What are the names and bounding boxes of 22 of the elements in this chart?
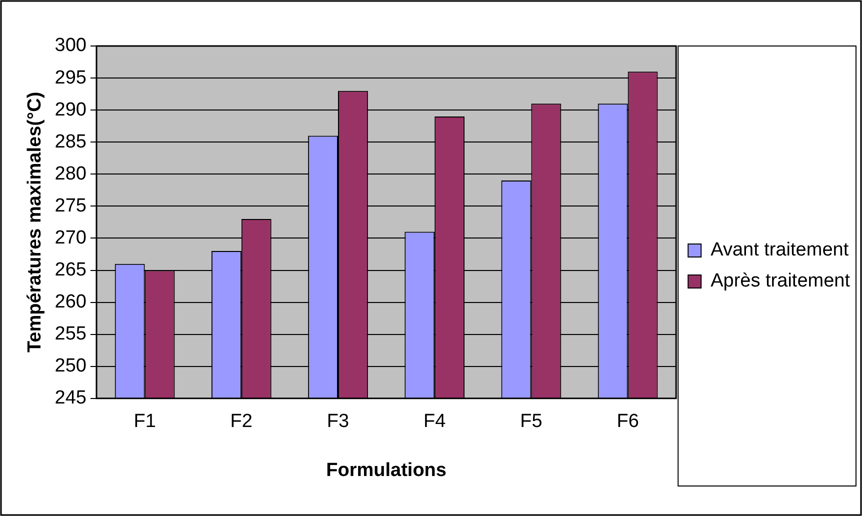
y-axis-title: Températures maximales(°C) <box>24 92 46 353</box>
y-tick-label: 290 <box>54 99 86 120</box>
x-tick-label: F1 <box>134 411 156 432</box>
x-tick-label: F6 <box>616 411 639 432</box>
x-axis-title: Formulations <box>326 460 446 481</box>
y-tick-label: 285 <box>54 131 86 152</box>
y-tick-label: 265 <box>54 259 86 280</box>
y-tick-label: 275 <box>54 195 86 216</box>
y-tick-label: 270 <box>54 227 86 248</box>
y-tick-label: 245 <box>54 388 86 409</box>
y-tick-label: 300 <box>54 35 86 56</box>
x-tick-label: F5 <box>520 411 542 432</box>
x-tick-label: F3 <box>326 411 350 432</box>
y-tick-label: 295 <box>54 67 86 88</box>
y-tick-label: 280 <box>54 163 86 184</box>
x-tick-label: F4 <box>424 411 446 432</box>
y-tick-label: 255 <box>54 324 86 345</box>
x-tick-label: F2 <box>230 411 252 432</box>
y-tick-label: 250 <box>54 356 86 377</box>
legend-label: Après traitement <box>710 270 851 292</box>
y-tick-label: 260 <box>54 292 86 313</box>
legend-label: Avant traitement <box>710 240 850 261</box>
